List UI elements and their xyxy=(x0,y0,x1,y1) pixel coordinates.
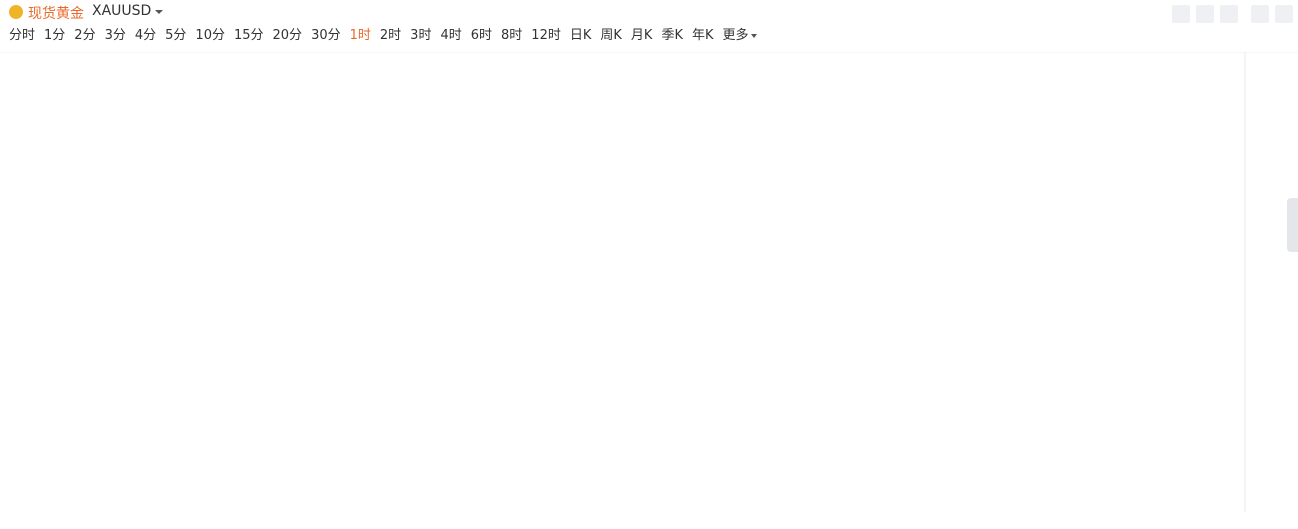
timeframe-tab[interactable]: 8时 xyxy=(501,28,523,43)
fullscreen-button[interactable] xyxy=(1251,5,1269,23)
timeframe-tab[interactable]: 3分 xyxy=(104,28,126,43)
indicator-button[interactable] xyxy=(1172,5,1190,23)
dropdown-caret[interactable] xyxy=(155,10,163,14)
timeframe-tab[interactable]: 12时 xyxy=(531,28,561,43)
logo-icon xyxy=(9,5,23,19)
more-caret xyxy=(750,33,757,38)
timeframe-bar: 分时 1分 2分 3分 4分 5分 10分 15分 20分 30分 1时 2时 3时 4时 6时 8时 12时日… xyxy=(9,27,757,45)
timeframe-tab[interactable]: 日K xyxy=(569,28,592,43)
timeframe-tab[interactable]: 10分 xyxy=(195,28,225,43)
close-button[interactable] xyxy=(1275,5,1293,23)
timeframe-tab[interactable]: 月K xyxy=(630,28,653,43)
chart-type-button[interactable] xyxy=(1220,5,1238,23)
timeframe-tab[interactable]: 分时 xyxy=(9,28,36,43)
timeframe-tab[interactable]: 1时 xyxy=(349,28,371,43)
instrument-title[interactable]: 现货黄金 xyxy=(28,6,84,22)
timeframe-tab[interactable]: 4分 xyxy=(134,28,157,43)
collapse-tab[interactable] xyxy=(1287,198,1298,252)
timeframe-tab[interactable]: 季K xyxy=(661,28,683,43)
timeframe-tab[interactable]: 3时 xyxy=(410,28,432,43)
timeframe-tab[interactable]: 20分 xyxy=(272,28,303,43)
timeframe-tab[interactable]: 周K xyxy=(600,28,622,43)
draw-button[interactable] xyxy=(1196,5,1214,23)
more-menu[interactable]: 更多 xyxy=(723,27,757,45)
timeframe-tab[interactable]: 2时 xyxy=(379,28,402,43)
timeframe-tab[interactable]: 1分 xyxy=(44,28,66,43)
timeframe-tab[interactable]: 4时 xyxy=(440,28,462,43)
timeframe-tab[interactable]: 5分 xyxy=(165,28,187,43)
timeframe-tab[interactable]: 30分 xyxy=(311,28,341,43)
instrument-symbol[interactable]: XAUUSD xyxy=(92,3,152,19)
timeframe-tab[interactable]: 年K xyxy=(691,28,714,43)
timeframe-tab[interactable]: 6时 xyxy=(470,28,493,43)
timeframe-tab[interactable]: 更多 xyxy=(722,28,749,43)
timeframe-tab[interactable]: 2分 xyxy=(74,28,96,43)
chart xyxy=(0,52,1298,512)
header: 现货黄金 XAUUSD xyxy=(0,0,1298,24)
timeframe-tab[interactable]: 15分 xyxy=(233,28,264,43)
